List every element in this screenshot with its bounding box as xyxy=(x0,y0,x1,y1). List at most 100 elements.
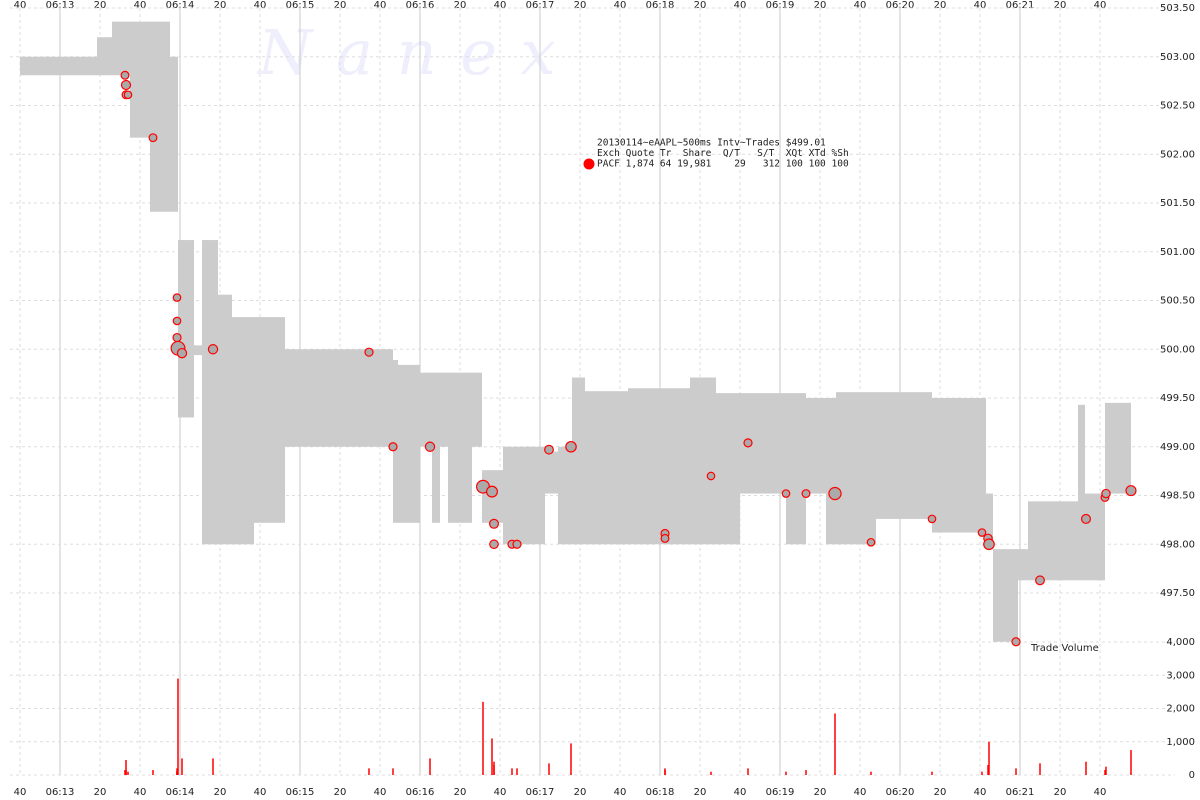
x-tick-label-top: 20 xyxy=(454,0,467,11)
volume-bar xyxy=(1130,750,1132,775)
x-tick-label-top: 40 xyxy=(254,0,267,11)
quote-band xyxy=(1028,501,1078,581)
x-tick-label-bottom: 20 xyxy=(1054,787,1067,798)
trade-dot xyxy=(489,539,499,550)
x-tick-label-top: 20 xyxy=(214,0,227,11)
trade-dot xyxy=(1101,488,1111,499)
x-tick-label-top: 06:21 xyxy=(1006,0,1035,11)
volume-bar xyxy=(493,765,495,775)
x-tick-label-bottom: 20 xyxy=(694,787,707,798)
volume-bar xyxy=(1104,770,1106,775)
trade-dot xyxy=(120,79,132,91)
x-tick-label-bottom: 06:21 xyxy=(1006,787,1035,798)
x-tick-label-bottom: 20 xyxy=(454,787,467,798)
volume-bar xyxy=(212,758,214,775)
x-tick-label-top: 06:15 xyxy=(286,0,315,11)
quote-band xyxy=(440,372,448,447)
x-tick-label-bottom: 40 xyxy=(14,787,27,798)
x-tick-label-bottom: 06:13 xyxy=(46,787,75,798)
quote-band xyxy=(585,391,628,545)
volume-bar xyxy=(516,768,518,775)
quote-band xyxy=(202,240,218,545)
volume-bar xyxy=(491,738,493,775)
trade-dot xyxy=(977,528,987,537)
volume-bar xyxy=(176,768,178,775)
quote-band xyxy=(97,37,112,76)
y-tick-label: 502.00 xyxy=(1160,149,1195,160)
x-tick-label-top: 06:18 xyxy=(646,0,675,11)
x-tick-label-bottom: 40 xyxy=(974,787,987,798)
info-line: Exch Quote Tr Share Q/T S/T XQt XTd %Sh xyxy=(597,148,849,159)
y-tick-label: 499.00 xyxy=(1160,442,1195,453)
trade-dot xyxy=(1080,513,1092,524)
trade-dot xyxy=(660,533,670,543)
y-tick-label: 497.50 xyxy=(1160,588,1195,599)
volume-bar xyxy=(511,768,513,775)
x-tick-label-top: 40 xyxy=(134,0,147,11)
y2-tick-label: 1,000 xyxy=(1166,737,1195,748)
volume-bar xyxy=(931,771,933,775)
x-tick-label-bottom: 40 xyxy=(254,787,267,798)
trade-dot xyxy=(364,347,374,357)
quote-band xyxy=(194,345,202,356)
volume-bar xyxy=(988,741,990,775)
trade-dot xyxy=(1035,575,1045,586)
x-tick-label-bottom: 06:18 xyxy=(646,787,675,798)
x-tick-label-top: 20 xyxy=(1054,0,1067,11)
x-tick-label-bottom: 06:20 xyxy=(886,787,915,798)
volume-bar xyxy=(482,701,484,775)
y-tick-label: 498.00 xyxy=(1160,539,1195,550)
quote-band xyxy=(285,349,393,447)
volume-bar xyxy=(987,765,989,775)
volume-bar xyxy=(548,763,550,775)
x-tick-label-top: 20 xyxy=(694,0,707,11)
volume-bar xyxy=(125,770,127,775)
x-tick-label-bottom: 20 xyxy=(94,787,107,798)
x-tick-label-top: 40 xyxy=(494,0,507,11)
quote-band xyxy=(1078,404,1085,581)
quote-band xyxy=(170,56,178,212)
x-tick-label-top: 20 xyxy=(934,0,947,11)
volume-bar xyxy=(1039,763,1041,775)
volume-bar xyxy=(981,771,983,775)
y2-tick-label: 0 xyxy=(1189,770,1195,781)
info-dot xyxy=(583,158,595,170)
x-tick-label-top: 20 xyxy=(94,0,107,11)
y-tick-label: 500.50 xyxy=(1160,296,1195,307)
x-tick-label-bottom: 40 xyxy=(1094,787,1107,798)
trade-dot xyxy=(828,486,842,501)
volume-label: Trade Volume xyxy=(1030,643,1099,654)
trade-dot xyxy=(176,347,188,359)
quote-band xyxy=(1085,493,1105,581)
x-tick-label-top: 40 xyxy=(734,0,747,11)
y-tick-label: 500.00 xyxy=(1160,344,1195,355)
quote-band xyxy=(572,377,585,545)
quote-band xyxy=(448,372,472,523)
trade-dot xyxy=(172,293,182,302)
quote-band xyxy=(628,388,690,545)
trade-dot xyxy=(781,489,791,498)
x-tick-label-bottom: 20 xyxy=(574,787,587,798)
quote-band xyxy=(545,451,558,494)
y-tick-label: 503.50 xyxy=(1160,3,1195,14)
volume-bar xyxy=(805,770,807,775)
x-tick-label-bottom: 20 xyxy=(334,787,347,798)
x-tick-label-top: 06:19 xyxy=(766,0,795,11)
quote-band xyxy=(932,398,986,533)
volume-bar xyxy=(181,758,183,775)
quote-band xyxy=(420,372,432,447)
quote-band xyxy=(1018,549,1028,581)
trade-dot xyxy=(172,332,182,343)
quote-band xyxy=(986,493,993,550)
x-tick-label-top: 06:17 xyxy=(526,0,555,11)
x-tick-label-bottom: 06:14 xyxy=(166,787,195,798)
trade-dot xyxy=(512,539,522,549)
trade-dot xyxy=(743,438,753,448)
trade-dot xyxy=(866,537,876,547)
volume-bar xyxy=(747,768,749,775)
x-tick-label-bottom: 20 xyxy=(214,787,227,798)
volume-bar xyxy=(570,743,572,775)
quote-band xyxy=(1105,402,1131,494)
trade-dot xyxy=(706,471,716,481)
